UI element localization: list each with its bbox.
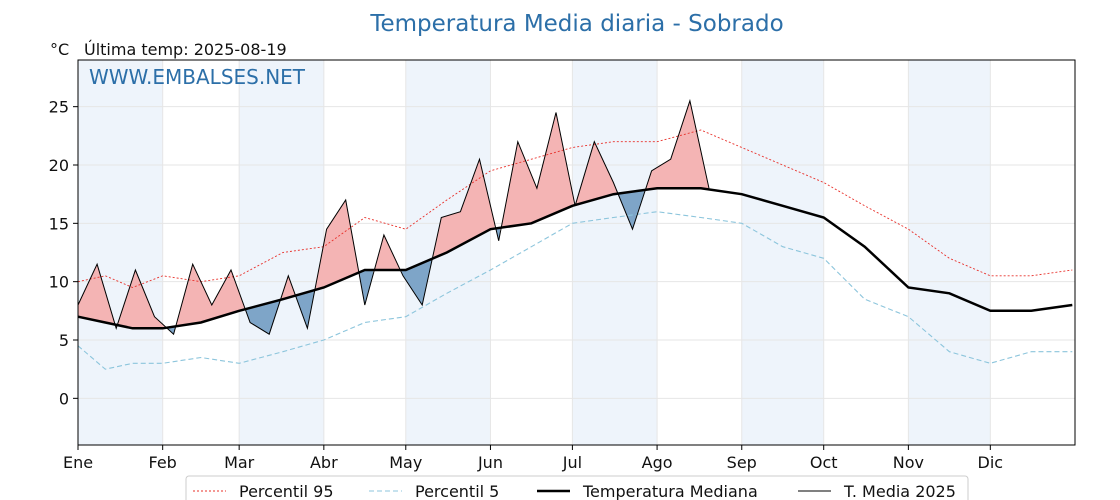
- x-tick-label: Sep: [727, 453, 757, 472]
- y-tick-label: 15: [49, 214, 69, 233]
- y-unit-label: °C: [50, 40, 69, 59]
- series-lines: [77, 98, 1073, 370]
- fill-above-median: [433, 159, 495, 259]
- x-tick-label: May: [389, 453, 422, 472]
- month-band: [572, 60, 658, 445]
- x-tick-label: Mar: [224, 453, 255, 472]
- fill-below-median: [618, 190, 645, 230]
- legend-label-temperatura-mediana: Temperatura Mediana: [582, 482, 758, 500]
- y-axis: 0 5 10 15 20 25: [49, 98, 78, 408]
- last-temp-label: Última temp: 2025-08-19: [84, 40, 287, 59]
- legend: Percentil 95 Percentil 5 Temperatura Media…: [185, 475, 969, 500]
- x-tick-label: Jun: [477, 453, 503, 472]
- fill-above-median: [576, 141, 618, 205]
- x-tick-label: Nov: [893, 453, 924, 472]
- y-tick-label: 20: [49, 156, 69, 175]
- fill-above-median: [176, 264, 245, 327]
- y-tick-label: 0: [59, 389, 69, 408]
- legend-label-percentil-95: Percentil 95: [239, 482, 334, 500]
- series-line-temperatura-mediana: [77, 187, 1073, 330]
- x-tick-label: Feb: [149, 453, 177, 472]
- legend-label-t-media-2025: T. Media 2025: [843, 482, 956, 500]
- x-tick-label: Oct: [810, 453, 838, 472]
- fill-above-median: [374, 235, 401, 270]
- month-band: [239, 60, 324, 445]
- month-band: [78, 60, 163, 445]
- fill-above-median: [281, 275, 296, 300]
- legend-label-percentil-5: Percentil 5: [415, 482, 499, 500]
- x-tick-label: Abr: [310, 453, 338, 472]
- y-tick-label: 10: [49, 273, 69, 292]
- month-band: [908, 60, 991, 445]
- plot-background: [78, 60, 991, 445]
- fill-below-median: [296, 290, 315, 329]
- month-band: [741, 60, 824, 445]
- fill-above-median: [501, 112, 574, 228]
- fill-above-median: [117, 270, 166, 329]
- y-tick-label: 5: [59, 331, 69, 350]
- series-line-percentil-5: [77, 211, 1073, 370]
- watermark-text: WWW.EMBALSES.NET: [89, 65, 306, 89]
- fill-above-median: [78, 264, 115, 325]
- x-tick-label: Jul: [562, 453, 582, 472]
- fill-above-median: [646, 100, 709, 190]
- series-line-t-media-2025: [77, 98, 710, 336]
- series-line-percentil-95: [77, 129, 1073, 288]
- plot-frame: [77, 59, 1076, 446]
- fill-above-median: [315, 200, 358, 290]
- x-tick-label: Ene: [63, 453, 93, 472]
- x-axis: Ene Feb Mar Abr May Jun Jul Ago Sep Oct Nov Dic: [63, 445, 1003, 472]
- fill-below-median: [359, 270, 373, 305]
- x-tick-label: Ago: [642, 453, 673, 472]
- legend-box: [185, 475, 969, 500]
- deviation-fills: [78, 100, 709, 335]
- fill-below-median: [401, 258, 432, 305]
- x-tick-label: Dic: [978, 453, 1004, 472]
- y-tick-label: 25: [49, 98, 69, 117]
- chart-title: Temperatura Media diaria - Sobrado: [369, 11, 783, 37]
